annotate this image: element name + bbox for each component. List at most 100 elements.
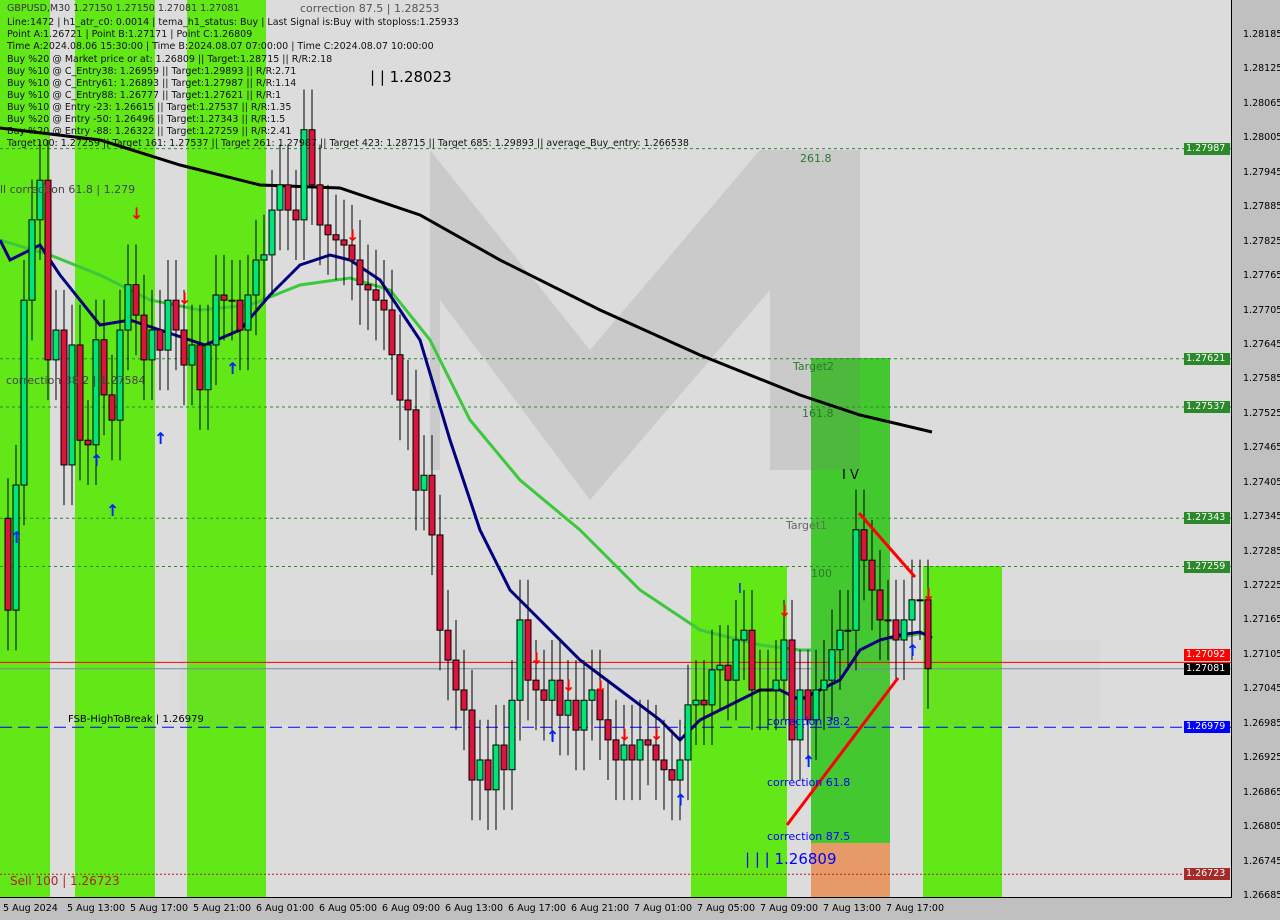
price-tick-label: 1.26805 [1243,821,1280,833]
candle-body [292,209,300,221]
candle [916,559,924,640]
price-tick-label: 1.26745 [1243,855,1280,867]
price-tick-label: 1.27645 [1243,338,1280,350]
candle [716,625,724,711]
candle-body [900,619,908,641]
time-tick-label: 7 Aug 17:00 [886,903,945,914]
signal-zone [923,566,1002,897]
candle-body [772,679,780,691]
correction-label: correction 87.5 | 1.28253 [300,2,440,15]
candle [772,639,780,731]
candle [380,260,388,351]
candle [708,629,716,746]
time-tick-label: 5 Aug 21:00 [193,903,252,914]
signal-zone [811,843,890,897]
candle-body [596,689,604,721]
candle-body [764,689,772,692]
candle-body [636,739,644,761]
candle-body [20,299,28,486]
candle-body [4,517,12,611]
pattern-line-upper [857,512,917,578]
candle [412,369,420,531]
candle-body [124,284,132,331]
candle-body [852,529,860,631]
candle [364,244,372,331]
time-tick-label: 5 Aug 2024 [3,903,58,914]
info-line: Point A:1.26721 | Point B:1.27171 | Poin… [7,29,253,40]
time-tick-label: 6 Aug 17:00 [508,903,567,914]
candle [780,599,788,721]
candle [372,249,380,341]
candle-body [644,739,652,746]
candle-body [52,329,60,361]
price-tick-label: 1.27045 [1243,683,1280,695]
candle [508,660,516,810]
wave-iv-label: I V [842,468,859,483]
candle-body [884,619,892,622]
time-axis[interactable]: 5 Aug 2024 5 Aug 13:00 5 Aug 17:00 5 Aug 21… [0,899,1232,920]
candle [260,214,268,301]
price-tick-label: 1.27105 [1243,648,1280,660]
candle-body [60,329,68,466]
candle [212,254,220,386]
candle-body [668,769,676,781]
candle [348,204,356,301]
fib-100-label: 100 [811,567,832,580]
price-tick-label: 1.27525 [1243,407,1280,419]
candle-body [812,689,820,721]
candle [604,679,612,781]
candle [620,704,628,801]
candle [820,639,828,731]
buy-arrow-icon: ↑ [546,727,559,746]
candle [172,260,180,371]
candle [868,520,876,631]
candle-body [268,209,276,256]
candle-body [412,409,420,491]
price-level-tag: 1.27987 [1184,142,1230,155]
candle [900,579,908,681]
candle-body [540,689,548,701]
time-tick-label: 6 Aug 21:00 [571,903,630,914]
time-tick-label: 6 Aug 05:00 [319,903,378,914]
candle [20,260,28,526]
candle-body [796,689,804,741]
candle-body [452,659,460,691]
time-tick-label: 7 Aug 05:00 [697,903,756,914]
candle-body [836,629,844,651]
candle-body [220,294,228,301]
candle [228,260,236,341]
info-line: Buy %10 @ Entry -23: 1.26615 || Target:1… [7,102,292,113]
candle-body [620,744,628,761]
candle-body [868,559,876,591]
watermark-m-shape [430,150,860,500]
price-tick-label: 1.26985 [1243,717,1280,729]
candle [652,704,660,801]
candle-body [788,639,796,741]
price-tick-label: 1.28005 [1243,132,1280,144]
candle [684,664,692,801]
candle [556,639,564,756]
candle [516,579,524,741]
candle-body [716,664,724,671]
candle [700,660,708,746]
buy-arrow-icon: ↑ [906,641,919,660]
candle-body [676,759,684,781]
candle [612,699,620,801]
candle-body [500,744,508,771]
info-line: Target100: 1.27259 || Target 161: 1.2753… [7,138,689,149]
price-axis[interactable]: 1.28185 1.28125 1.28065 1.28005 1.27945 1.278… [1232,0,1280,920]
candle [356,219,364,325]
sell-arrow-icon: ↓ [562,676,575,695]
candle [404,359,412,451]
candle [116,289,124,461]
candle [892,579,900,681]
candle-body [660,759,668,771]
info-line: Buy %20 @ Entry -88: 1.26322 || Target:1… [7,126,292,137]
info-line: Buy %10 @ C_Entry88: 1.26777 || Target:1… [7,90,282,101]
chart-plot-area[interactable]: ↑ ↑ ↑ ↑ ↑ ↑ ↑ ↑ ↑ ↓ ↓ ↓ ↓ ↓ ↓ ↓ ↓ ↓ ↓ GBPUSD,M30 1.27150 1… [0,0,1232,898]
candle-body [692,699,700,706]
price-tick-label: 1.27765 [1243,270,1280,282]
candle-body [748,629,756,691]
candle [92,299,100,486]
candle [156,289,164,391]
